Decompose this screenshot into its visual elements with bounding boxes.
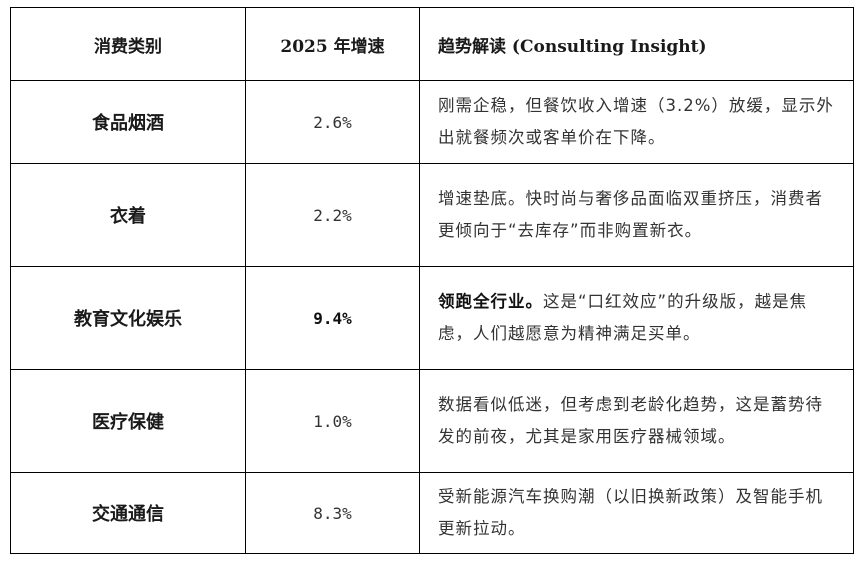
table-row: 交通通信 8.3% 受新能源汽车换购潮（以旧换新政策）及智能手机更新拉动。	[10, 472, 854, 554]
category-cell: 交通通信	[10, 472, 246, 554]
insight-cell: 刚需企稳，但餐饮收入增速（3.2%）放缓，显示外出就餐频次或客单价在下降。	[419, 80, 854, 164]
insight-text: 受新能源汽车换购潮（以旧换新政策）及智能手机更新拉动。	[438, 487, 823, 538]
growth-cell: 1.0%	[245, 369, 420, 473]
table-row: 教育文化娱乐 9.4% 领跑全行业。这是“口红效应”的升级版，越是焦虑，人们越愿…	[10, 266, 854, 370]
header-insight: 趋势解读 (Consulting Insight)	[419, 7, 854, 81]
insight-lead: 领跑全行业。	[438, 292, 543, 311]
consumption-growth-table: 消费类别 2025 年增速 趋势解读 (Consulting Insight) …	[10, 7, 854, 554]
category-cell: 食品烟酒	[10, 80, 246, 164]
insight-cell: 数据看似低迷，但考虑到老龄化趋势，这是蓄势待发的前夜，尤其是家用医疗器械领域。	[419, 369, 854, 473]
insight-cell: 增速垫底。快时尚与奢侈品面临双重挤压，消费者更倾向于“去库存”而非购置新衣。	[419, 163, 854, 267]
header-category: 消费类别	[10, 7, 246, 81]
insight-text: 数据看似低迷，但考虑到老龄化趋势，这是蓄势待发的前夜，尤其是家用医疗器械领域。	[438, 395, 823, 446]
insight-text: 刚需企稳，但餐饮收入增速（3.2%）放缓，显示外出就餐频次或客单价在下降。	[438, 96, 834, 147]
growth-cell: 2.2%	[245, 163, 420, 267]
growth-cell: 9.4%	[245, 266, 420, 370]
category-cell: 医疗保健	[10, 369, 246, 473]
category-cell: 教育文化娱乐	[10, 266, 246, 370]
growth-cell: 2.6%	[245, 80, 420, 164]
insight-cell: 领跑全行业。这是“口红效应”的升级版，越是焦虑，人们越愿意为精神满足买单。	[419, 266, 854, 370]
insight-text: 这是“口红效应”的升级版，越是焦虑，人们越愿意为精神满足买单。	[438, 292, 808, 343]
table-row: 衣着 2.2% 增速垫底。快时尚与奢侈品面临双重挤压，消费者更倾向于“去库存”而…	[10, 163, 854, 267]
insight-cell: 受新能源汽车换购潮（以旧换新政策）及智能手机更新拉动。	[419, 472, 854, 554]
insight-text: 增速垫底。快时尚与奢侈品面临双重挤压，消费者更倾向于“去库存”而非购置新衣。	[438, 189, 823, 240]
table-header-row: 消费类别 2025 年增速 趋势解读 (Consulting Insight)	[10, 7, 854, 81]
header-growth: 2025 年增速	[245, 7, 420, 81]
table-row: 食品烟酒 2.6% 刚需企稳，但餐饮收入增速（3.2%）放缓，显示外出就餐频次或…	[10, 80, 854, 164]
table-row: 医疗保健 1.0% 数据看似低迷，但考虑到老龄化趋势，这是蓄势待发的前夜，尤其是…	[10, 369, 854, 473]
category-cell: 衣着	[10, 163, 246, 267]
growth-cell: 8.3%	[245, 472, 420, 554]
